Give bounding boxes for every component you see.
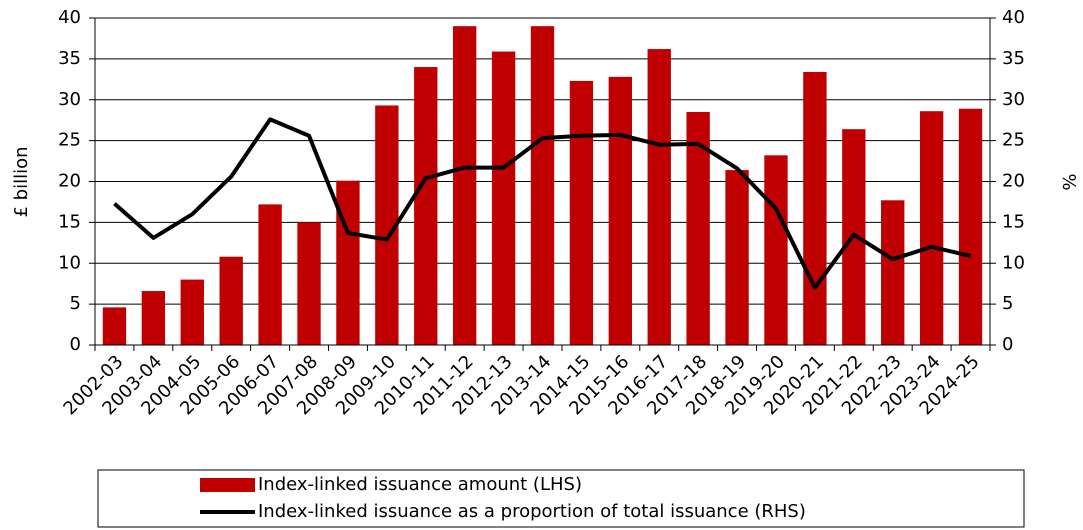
bar <box>569 80 594 345</box>
y2-tick-label: 30 <box>1002 89 1025 110</box>
bar <box>219 256 243 345</box>
legend-label: Index-linked issuance amount (LHS) <box>258 474 582 495</box>
bar <box>803 71 827 345</box>
bar <box>102 307 127 345</box>
bar <box>258 204 282 345</box>
y2-axis-title: % <box>1058 173 1079 190</box>
bar <box>958 108 983 346</box>
bar <box>881 200 905 345</box>
y2-tick-label: 25 <box>1002 130 1025 151</box>
bar <box>647 49 671 345</box>
y2-tick-label: 15 <box>1002 211 1025 232</box>
y-tick-label: 0 <box>70 334 81 355</box>
y2-tick-label: 10 <box>1002 252 1025 273</box>
bar <box>375 105 399 345</box>
y-tick-label: 40 <box>58 7 81 28</box>
y-tick-label: 5 <box>70 293 81 314</box>
bar <box>919 111 944 345</box>
y-tick-label: 20 <box>58 171 81 192</box>
y-tick-label: 30 <box>58 89 81 110</box>
bar <box>491 51 516 346</box>
y-tick-label: 10 <box>58 252 81 273</box>
bar <box>764 155 788 345</box>
y2-tick-label: 20 <box>1002 171 1025 192</box>
line <box>113 117 971 290</box>
legend-box <box>97 469 1025 528</box>
y-axis-title: £ billion <box>11 146 32 217</box>
legend-swatch <box>200 478 255 492</box>
bar <box>686 112 710 345</box>
y2-tick-label: 35 <box>1002 48 1025 69</box>
bar <box>180 279 204 345</box>
bar <box>608 76 632 346</box>
legend-label: Index-linked issuance as a proportion of… <box>258 501 806 522</box>
bar <box>336 180 360 345</box>
y2-tick-label: 5 <box>1002 293 1013 314</box>
y2-tick-label: 40 <box>1002 7 1025 28</box>
bar <box>725 170 749 345</box>
bar <box>141 291 166 345</box>
y-tick-label: 15 <box>58 211 81 232</box>
bar <box>530 26 555 346</box>
bar <box>453 26 477 346</box>
bar <box>297 222 321 345</box>
y-tick-label: 25 <box>58 130 81 151</box>
y2-tick-label: 0 <box>1002 334 1013 355</box>
bar <box>414 67 438 346</box>
y-tick-label: 35 <box>58 48 81 69</box>
